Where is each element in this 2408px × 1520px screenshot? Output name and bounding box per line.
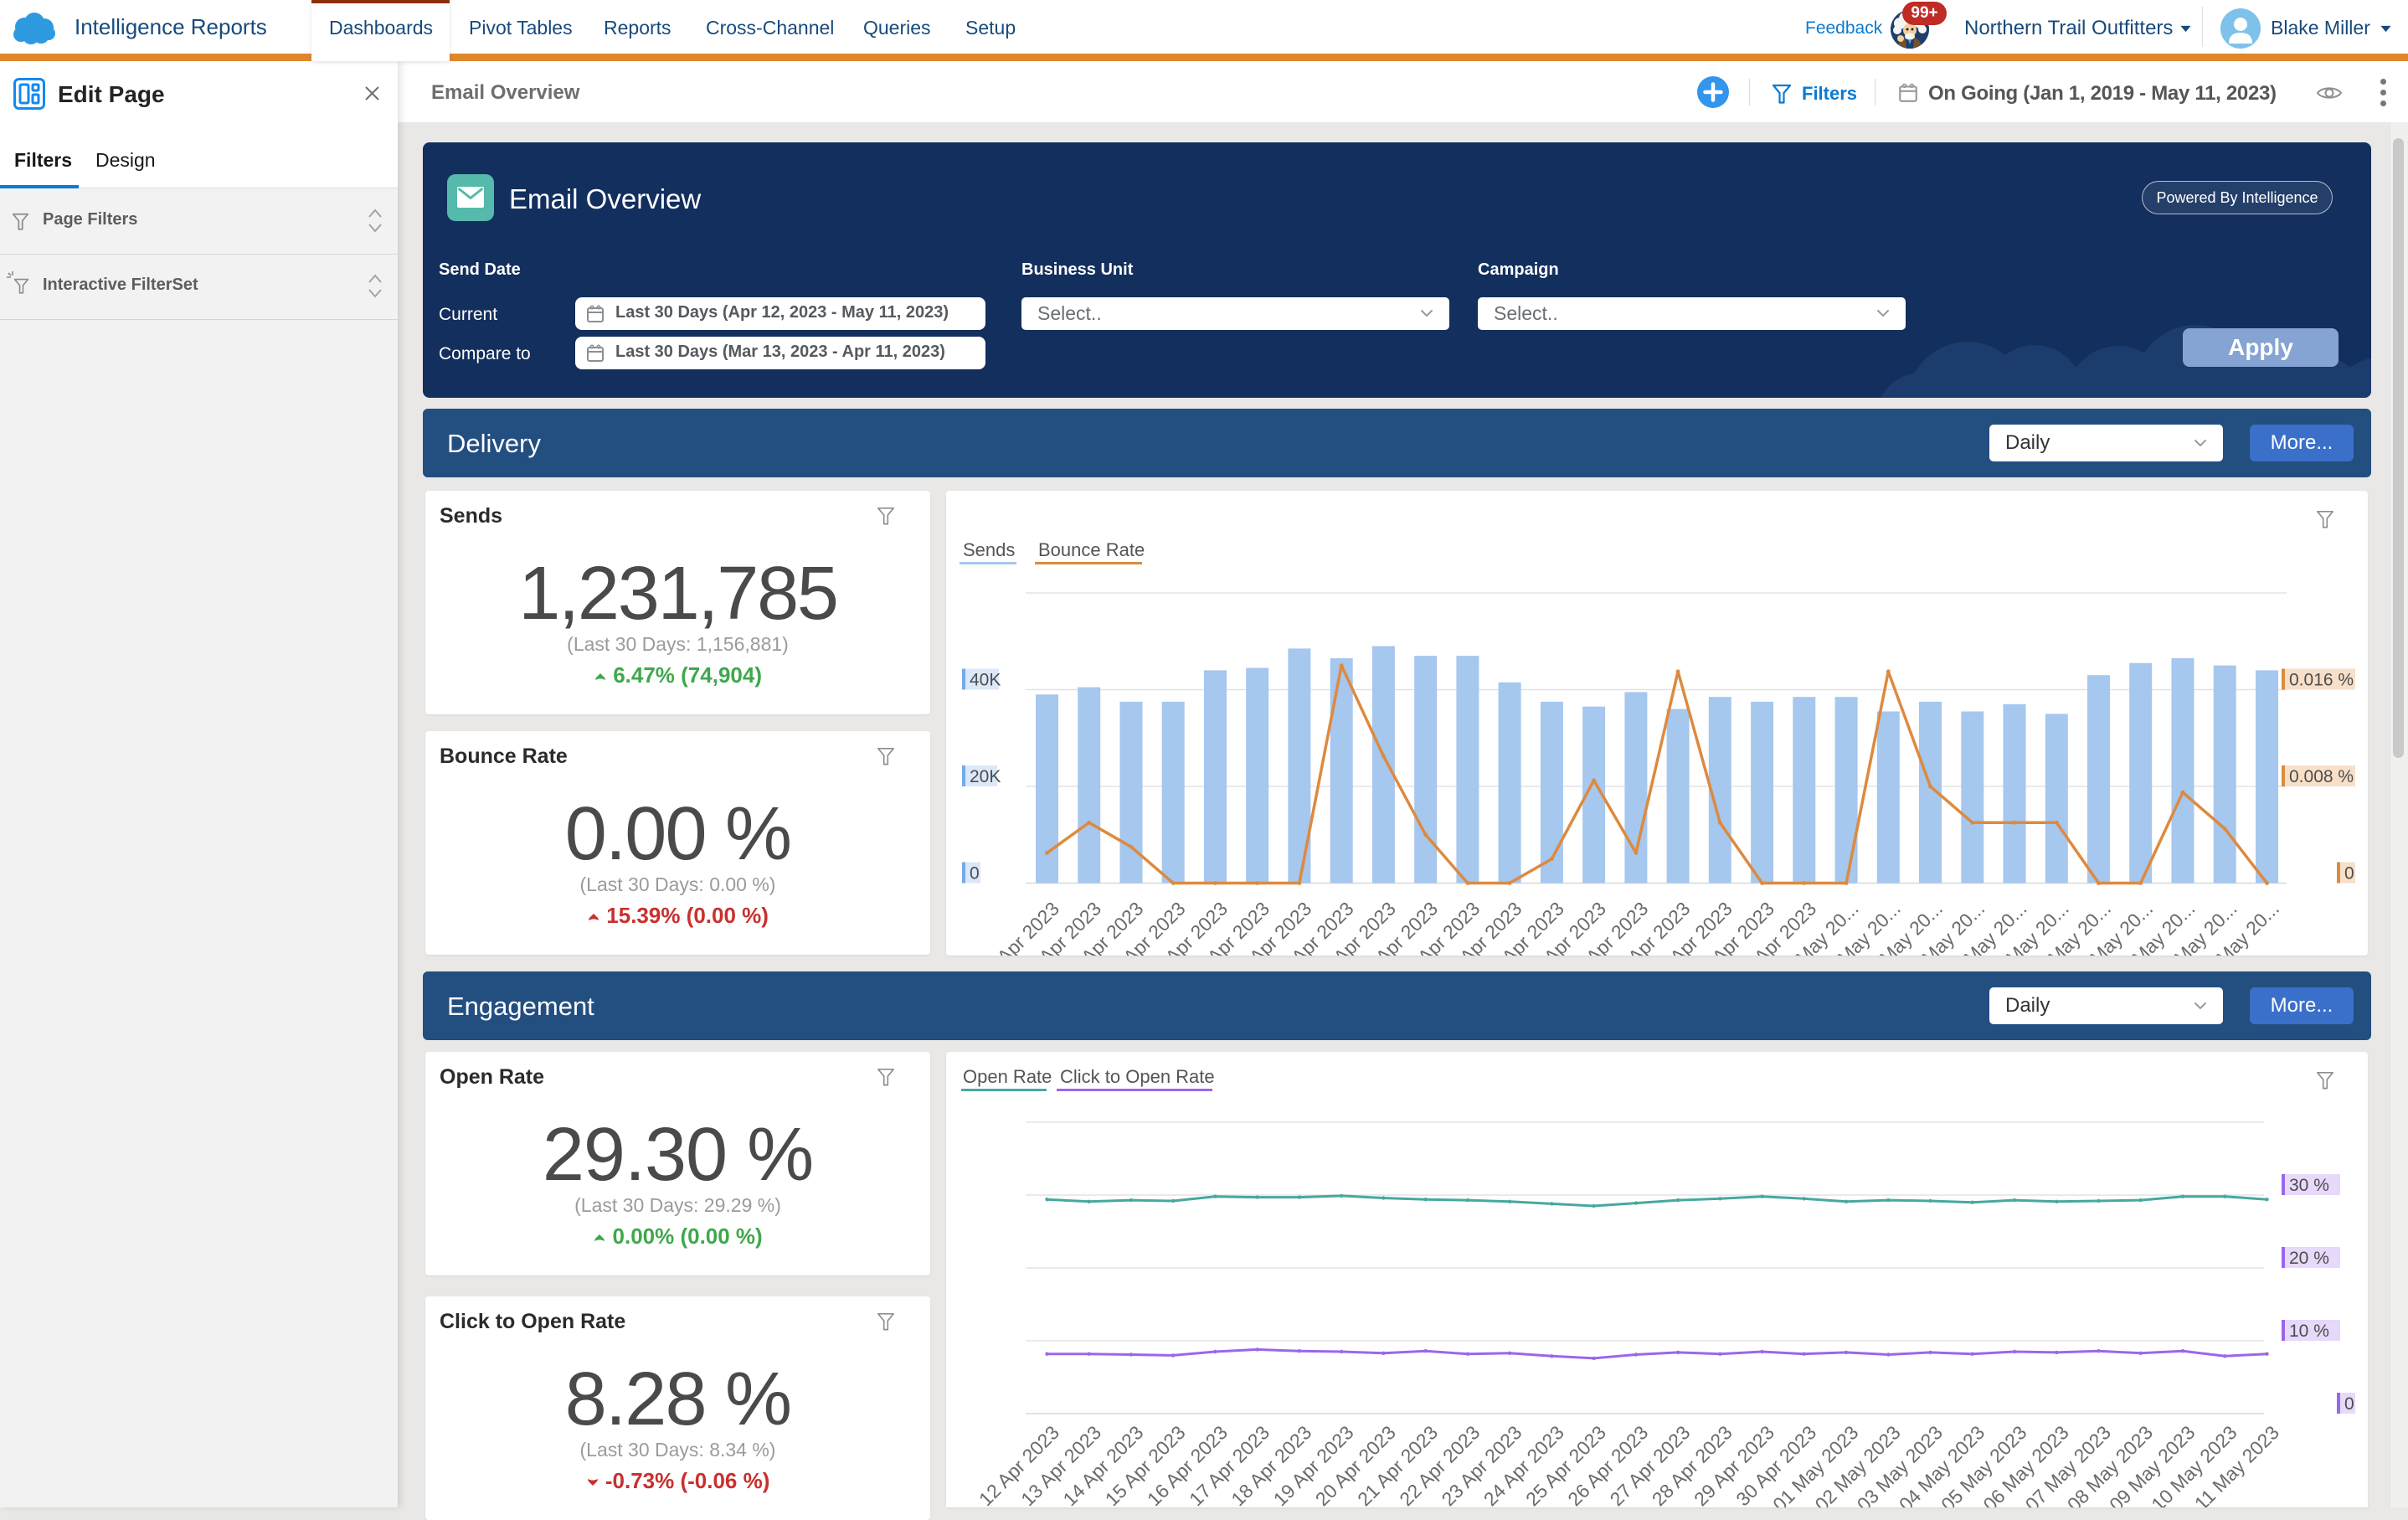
- svg-text:0: 0: [970, 864, 980, 884]
- svg-text:0.016 %: 0.016 %: [2289, 671, 2354, 690]
- svg-text:10 %: 10 %: [2289, 1322, 2329, 1341]
- svg-text:30 %: 30 %: [2289, 1176, 2329, 1195]
- svg-text:0: 0: [2344, 864, 2354, 884]
- svg-text:20K: 20K: [970, 767, 1001, 786]
- svg-text:0.008 %: 0.008 %: [2289, 767, 2354, 786]
- svg-text:0: 0: [2344, 1394, 2354, 1414]
- svg-text:20 %: 20 %: [2289, 1249, 2329, 1268]
- svg-text:40K: 40K: [970, 671, 1001, 690]
